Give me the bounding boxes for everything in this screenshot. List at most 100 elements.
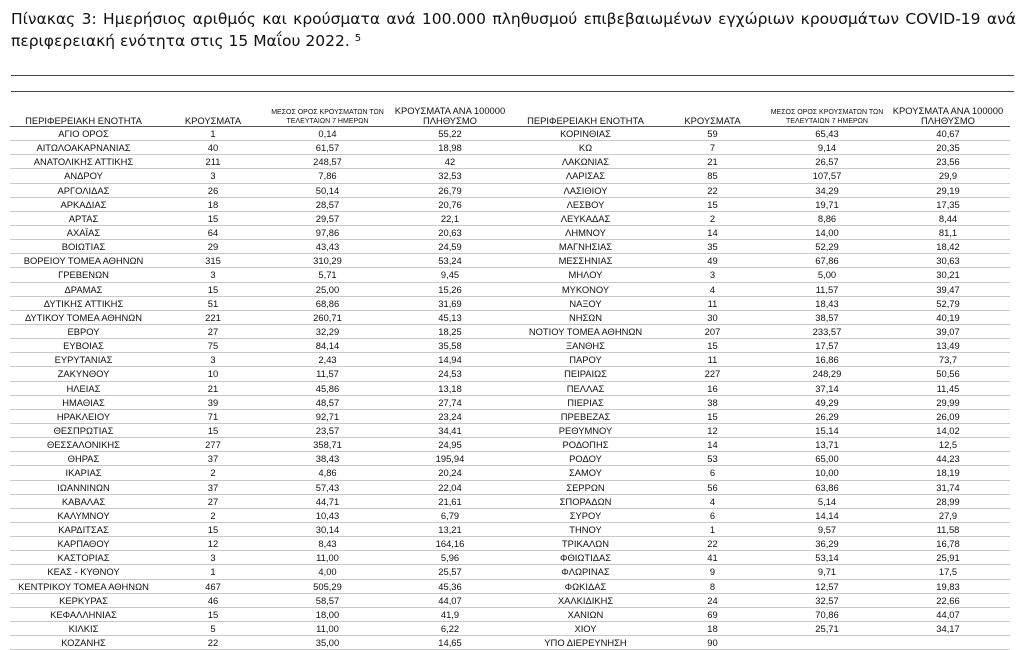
cell-avg7-right: 19,71 — [768, 197, 886, 212]
header-region-right: ΠΕΡΙΦΕΡΕΙΑΚΗ ΕΝΟΤΗΤΑ — [514, 106, 657, 127]
cell-region-left: ΑΓΙΟ ΟΡΟΣ — [10, 126, 157, 142]
cell-avg7-left: 68,86 — [269, 296, 386, 311]
cell-region-left: ΚΑΣΤΟΡΙΑΣ — [10, 550, 157, 566]
cell-cases-right: 59 — [657, 126, 768, 142]
cell-region-left: ΑΝΑΤΟΛΙΚΗΣ ΑΤΤΙΚΗΣ — [10, 154, 157, 170]
cell-cases-right: 6 — [657, 508, 768, 523]
cell-cases-right: 22 — [657, 183, 768, 198]
table-header-row: ΠΕΡΙΦΕΡΕΙΑΚΗ ΕΝΟΤΗΤΑ ΚΡΟΥΣΜΑΤΑ ΜΕΣΟΣ ΟΡΟ… — [10, 106, 1010, 127]
cell-per100k-right: 34,17 — [886, 621, 1010, 637]
cell-region-right: ΝΗΣΩΝ — [514, 310, 657, 325]
cell-avg7-left: 8,43 — [269, 536, 386, 552]
cell-avg7-left: 50,14 — [269, 183, 386, 198]
cell-cases-right: 35 — [657, 239, 768, 255]
divider-bottom — [11, 91, 1014, 92]
cell-cases-right: 227 — [657, 366, 768, 382]
cell-per100k-right: 29,99 — [886, 395, 1010, 410]
cell-per100k-right: 23,56 — [886, 154, 1010, 170]
cell-cases-right: 1 — [657, 522, 768, 538]
cell-cases-right: 53 — [657, 451, 768, 467]
cell-region-right: ΣΕΡΡΩΝ — [514, 480, 657, 495]
table-row: ΒΟΙΩΤΙΑΣ 29 43,43 24,59 ΜΑΓΝΗΣΙΑΣ 35 52,29 18,4… — [10, 239, 1010, 255]
cell-per100k-left: 9,45 — [386, 267, 514, 283]
cell-cases-left: 15 — [157, 522, 269, 538]
cell-avg7-right: 26,57 — [768, 154, 886, 170]
cell-region-right: ΛΑΡΙΣΑΣ — [514, 168, 657, 184]
cell-cases-right: 12 — [657, 423, 768, 439]
table-row: ΔΥΤΙΚΟΥ ΤΟΜΕΑ ΑΘΗΝΩΝ 221 260,71 45,13 ΝΗΣΩΝ 3… — [10, 310, 1010, 325]
header-cases-right: ΚΡΟΥΣΜΑΤΑ — [657, 106, 768, 127]
table-caption: Πίνακας 3: Ημερήσιος αριθμός και κρούσμα… — [11, 8, 1016, 52]
cell-avg7-right: 32,57 — [768, 593, 886, 608]
table-row: ΚΑΡΔΙΤΣΑΣ 15 30,14 13,21 ΤΗΝΟΥ 1 9,57 11,58 — [10, 522, 1010, 538]
table-row: ΑΡΓΟΛΙΔΑΣ 26 50,14 26,79 ΛΑΣΙΘΙΟΥ 22 34,29 29,1… — [10, 183, 1010, 198]
cell-region-left: ΔΥΤΙΚΟΥ ΤΟΜΕΑ ΑΘΗΝΩΝ — [10, 310, 157, 325]
cell-region-left: ΑΝΔΡΟΥ — [10, 168, 157, 184]
table-row: ΑΧΑΪΑΣ 64 97,86 20,63 ΛΗΜΝΟΥ 14 14,00 81,1 — [10, 225, 1010, 241]
cell-per100k-right — [886, 635, 1010, 650]
cell-per100k-left: 24,53 — [386, 366, 514, 382]
cell-avg7-right: 14,14 — [768, 508, 886, 523]
table-row: ΚΙΛΚΙΣ 5 11,00 6,22 ΧΙΟΥ 18 25,71 34,17 — [10, 621, 1010, 637]
cell-cases-right: 21 — [657, 154, 768, 170]
cell-per100k-left: 45,13 — [386, 310, 514, 325]
cell-region-left: ΚΕΡΚΥΡΑΣ — [10, 593, 157, 608]
header-avg7-left: ΜΕΣΟΣ ΟΡΟΣ ΚΡΟΥΣΜΑΤΩΝ ΤΩΝ ΤΕΛΕΥΤΑΙΩΝ 7 Η… — [269, 106, 386, 127]
table-row: ΑΙΤΩΛΟΑΚΑΡΝΑΝΙΑΣ 40 61,57 18,98 ΚΩ 7 9,14 20,35 — [10, 140, 1010, 156]
cell-cases-right: 24 — [657, 593, 768, 608]
cell-per100k-right: 12,5 — [886, 437, 1010, 453]
table-row: ΚΑΡΠΑΘΟΥ 12 8,43 164,16 ΤΡΙΚΑΛΩΝ 22 36,29 16,78 — [10, 536, 1010, 552]
cell-cases-right: 11 — [657, 352, 768, 368]
cell-avg7-right: 34,29 — [768, 183, 886, 198]
cell-cases-right: 3 — [657, 267, 768, 283]
cell-per100k-left: 164,16 — [386, 536, 514, 552]
cell-region-right: ΣΠΟΡΑΔΩΝ — [514, 494, 657, 509]
cell-region-left: ΘΕΣΣΑΛΟΝΙΚΗΣ — [10, 437, 157, 453]
cell-per100k-left: 18,25 — [386, 324, 514, 340]
cell-cases-right: 9 — [657, 564, 768, 580]
cell-per100k-right: 25,91 — [886, 550, 1010, 566]
cell-cases-right: 22 — [657, 536, 768, 552]
cell-cases-left: 10 — [157, 366, 269, 382]
cell-cases-left: 29 — [157, 239, 269, 255]
cell-avg7-right: 26,29 — [768, 409, 886, 424]
cell-region-right: ΠΑΡΟΥ — [514, 352, 657, 368]
cell-cases-right: 49 — [657, 253, 768, 269]
table-row: ΚΕΦΑΛΛΗΝΙΑΣ 15 18,00 41,9 ΧΑΝΙΩΝ 69 70,86 44,07 — [10, 607, 1010, 622]
table-row: ΑΓΙΟ ΟΡΟΣ 1 0,14 55,22 ΚΟΡΙΝΘΙΑΣ 59 65,43 40,67 — [10, 126, 1010, 142]
cell-avg7-left: 11,00 — [269, 550, 386, 566]
table-body: ΑΓΙΟ ΟΡΟΣ 1 0,14 55,22 ΚΟΡΙΝΘΙΑΣ 59 65,43 40,67… — [10, 126, 1010, 650]
cell-avg7-left: 57,43 — [269, 480, 386, 495]
cell-cases-left: 12 — [157, 536, 269, 552]
cell-cases-right: 11 — [657, 296, 768, 311]
cell-per100k-right: 18,42 — [886, 239, 1010, 255]
table-row: ΕΥΒΟΙΑΣ 75 84,14 35,58 ΞΑΝΘΗΣ 15 17,57 13,49 — [10, 338, 1010, 354]
cell-per100k-left: 21,61 — [386, 494, 514, 509]
cell-avg7-right: 12,57 — [768, 579, 886, 594]
cell-region-right: ΦΘΙΩΤΙΔΑΣ — [514, 550, 657, 566]
cell-cases-left: 15 — [157, 423, 269, 439]
cell-region-right: ΜΑΓΝΗΣΙΑΣ — [514, 239, 657, 255]
cell-avg7-left: 45,86 — [269, 381, 386, 396]
cell-region-left: ΗΡΑΚΛΕΙΟΥ — [10, 409, 157, 424]
cell-cases-left: 40 — [157, 140, 269, 156]
table-row: ΘΕΣΠΡΩΤΙΑΣ 15 23,57 34,41 ΡΕΘΥΜΝΟΥ 12 15,14 14,… — [10, 423, 1010, 439]
cell-region-right: ΤΗΝΟΥ — [514, 522, 657, 538]
cell-region-right: ΠΕΙΡΑΙΩΣ — [514, 366, 657, 382]
cell-per100k-left: 32,53 — [386, 168, 514, 184]
cell-per100k-left: 23,24 — [386, 409, 514, 424]
cell-region-left: ΚΕΑΣ - ΚΥΘΝΟΥ — [10, 564, 157, 580]
cell-avg7-right: 10,00 — [768, 465, 886, 481]
cell-per100k-right: 22,66 — [886, 593, 1010, 608]
cell-region-right: ΝΑΞΟΥ — [514, 296, 657, 311]
cell-region-right: ΡΕΘΥΜΝΟΥ — [514, 423, 657, 439]
header-per100k-right: ΚΡΟΥΣΜΑΤΑ ΑΝΑ 100000 ΠΛΗΘΥΣΜΟ — [886, 106, 1010, 127]
cell-cases-left: 51 — [157, 296, 269, 311]
cell-cases-right: 207 — [657, 324, 768, 340]
cell-avg7-right: 9,71 — [768, 564, 886, 580]
cell-avg7-left: 44,71 — [269, 494, 386, 509]
cell-avg7-right: 9,57 — [768, 522, 886, 538]
cell-cases-right: 69 — [657, 607, 768, 622]
cell-cases-right: 15 — [657, 338, 768, 354]
cell-per100k-right: 8,44 — [886, 211, 1010, 226]
